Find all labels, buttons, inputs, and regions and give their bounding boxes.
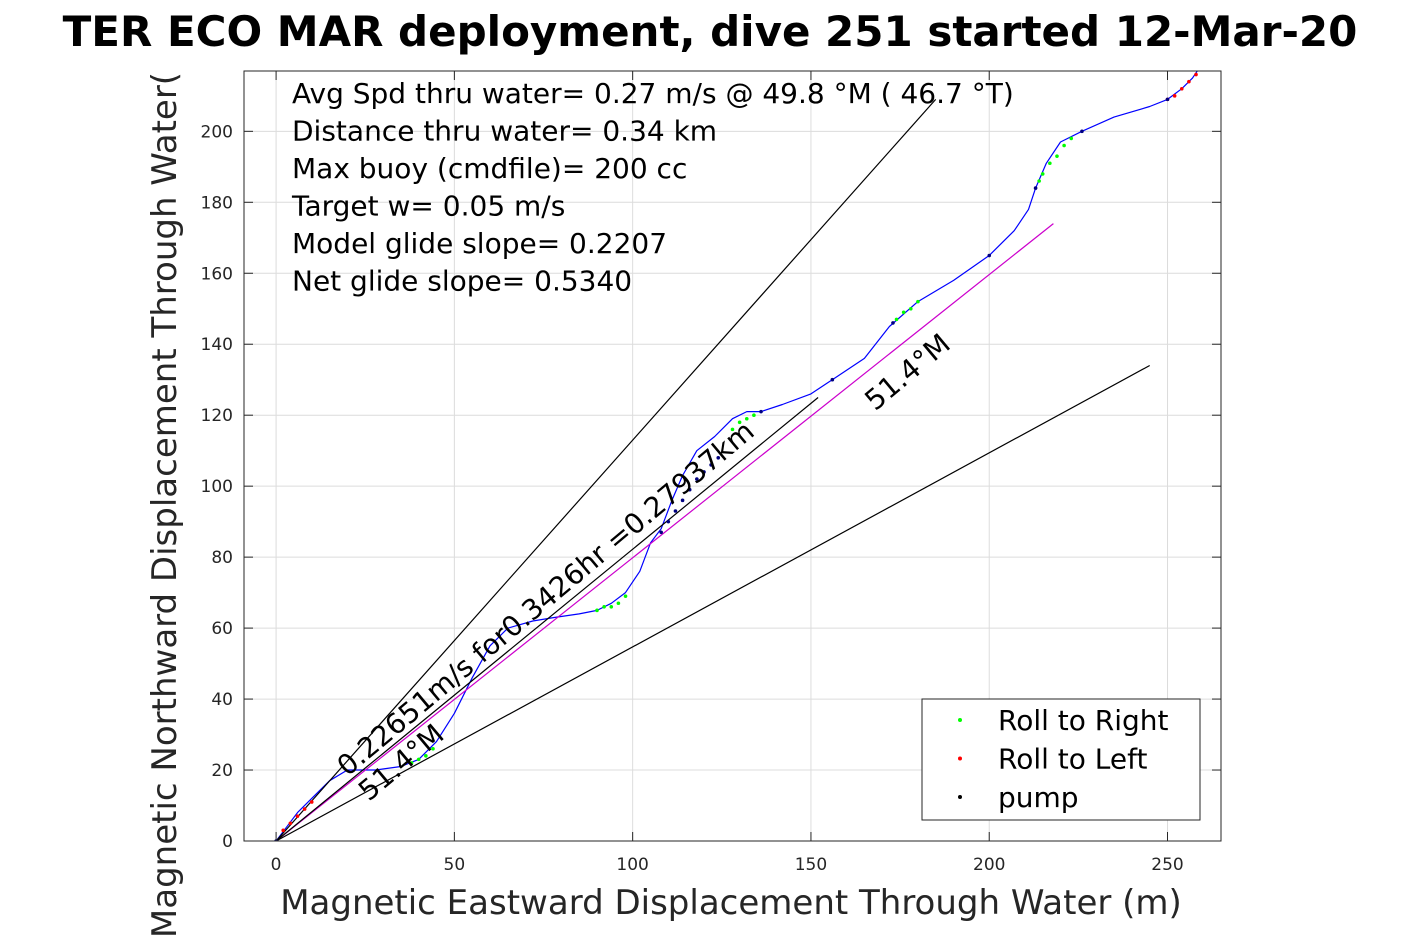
legend-marker (958, 718, 962, 722)
marker-roll-right (431, 746, 435, 751)
marker-roll-left (295, 814, 300, 818)
y-tick-label: 120 (201, 406, 233, 426)
x-tick-label: 200 (973, 855, 1005, 875)
legend-box (921, 698, 1201, 821)
x-tick-label: 250 (1151, 855, 1183, 875)
marker-pump (687, 487, 692, 492)
marker-roll-right (901, 310, 906, 315)
x-tick-label: 0 (271, 855, 282, 875)
marker-roll-right (609, 605, 614, 609)
marker-pump (702, 470, 706, 474)
marker-pump (709, 463, 713, 467)
marker-layer (274, 72, 1198, 841)
marker-roll-right (730, 427, 735, 432)
y-tick-label: 160 (201, 264, 233, 284)
marker-roll-right (416, 757, 421, 762)
chart-title: TER ECO MAR deployment, dive 251 started… (63, 7, 1358, 56)
legend-entry: Roll to Right (998, 704, 1169, 737)
marker-roll-right (737, 420, 742, 425)
marker-roll-right (744, 416, 749, 421)
legend: Roll to Right Roll to Left pump (921, 698, 1201, 821)
marker-roll-left (309, 800, 314, 804)
info-line: Target w= 0.05 m/s (291, 190, 565, 223)
y-tick-label: 80 (211, 548, 233, 568)
y-tick-label: 0 (222, 832, 233, 852)
x-tick-label: 150 (795, 855, 827, 875)
marker-roll-right (894, 317, 899, 322)
marker-roll-left (288, 821, 293, 826)
x-tick-label: 100 (616, 855, 648, 875)
series-layer (275, 71, 1198, 841)
marker-pump (759, 409, 763, 414)
marker-pump (987, 253, 992, 258)
info-line: Model glide slope= 0.2207 (292, 227, 667, 260)
marker-roll-right (916, 299, 920, 304)
marker-pump (1033, 186, 1038, 190)
marker-roll-right (1040, 172, 1045, 176)
info-line: Net glide slope= 0.5340 (292, 265, 632, 298)
marker-pump (891, 321, 895, 325)
legend-entry: Roll to Left (998, 743, 1147, 776)
series-glide (275, 223, 1054, 841)
legend-marker (958, 756, 962, 761)
y-tick-label: 200 (201, 122, 233, 142)
y-axis-label: Magnetic Northward Displacement Through … (145, 72, 185, 938)
annotation-label: 51.4°M (858, 327, 956, 417)
marker-roll-right (908, 306, 913, 311)
marker-roll-right (623, 594, 628, 598)
marker-roll-left (281, 828, 286, 833)
info-box: Avg Spd thru water= 0.27 m/s @ 49.8 °M (… (291, 77, 1014, 298)
marker-roll-right (1055, 154, 1059, 158)
marker-pump (1080, 129, 1084, 134)
y-tick-label: 180 (201, 193, 233, 213)
y-tick-label: 60 (211, 619, 233, 639)
marker-roll-left (1179, 86, 1184, 91)
marker-roll-right (1037, 179, 1041, 183)
marker-pump (666, 519, 671, 524)
marker-roll-left (302, 807, 307, 811)
annotations: 0.22651m/s for0.3426hr =0.27937km51.4°M5… (331, 327, 957, 807)
marker-roll-right (1062, 143, 1066, 148)
x-axis-label: Magnetic Eastward Displacement Through W… (280, 883, 1182, 923)
plot-frame (243, 70, 1222, 842)
marker-roll-right (1069, 136, 1074, 141)
marker-roll-right (409, 761, 414, 765)
marker-roll-right (424, 754, 428, 758)
marker-pump (695, 477, 699, 481)
marker-pump (1165, 97, 1170, 102)
marker-pump (830, 377, 835, 382)
info-line: Max buoy (cmdfile)= 200 cc (292, 152, 687, 185)
marker-roll-right (1048, 161, 1052, 166)
series-fan-upper (275, 99, 937, 841)
marker-pump (680, 498, 685, 503)
marker-roll-left (1187, 79, 1191, 84)
marker-pump (716, 455, 721, 460)
info-line: Distance thru water= 0.34 km (292, 115, 717, 148)
marker-pump (659, 530, 663, 535)
series-track (275, 71, 1198, 841)
series-fan-lower (275, 364, 1150, 841)
legend-entry: pump (998, 781, 1079, 814)
marker-roll-left (1194, 72, 1198, 77)
marker-roll-right (752, 413, 756, 417)
y-tick-label: 140 (201, 335, 233, 355)
marker-roll-right (602, 605, 606, 609)
axes: 0 50 100 150 200 250 0 20 40 60 80 100 120 140 160 180 2… (201, 70, 1222, 875)
annotation-label: 0.22651m/s for0.3426hr =0.27937km (331, 414, 761, 782)
y-tick-label: 40 (211, 690, 233, 710)
y-tick-label: 20 (211, 761, 233, 781)
info-line: Avg Spd thru water= 0.27 m/s @ 49.8 °M (… (292, 77, 1014, 110)
legend-marker (958, 795, 962, 799)
marker-pump (673, 509, 678, 513)
marker-roll-right (595, 608, 599, 613)
y-tick-label: 100 (201, 477, 233, 497)
marker-roll-left (1172, 94, 1177, 98)
series-fan-mid (275, 397, 819, 841)
x-tick-label: 50 (444, 855, 466, 875)
marker-roll-right (616, 601, 621, 606)
